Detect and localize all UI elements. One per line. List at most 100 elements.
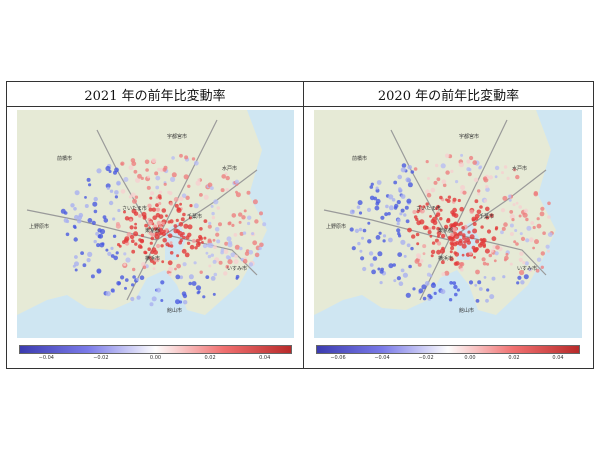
data-point [70,203,75,208]
data-point [490,249,494,253]
data-point [84,204,89,208]
data-point [465,237,470,243]
data-point [224,172,228,176]
data-point [170,176,176,182]
data-point [188,281,192,286]
data-point [134,222,137,226]
data-point [513,240,517,244]
data-point [547,249,550,253]
data-point [375,188,380,193]
data-point [130,192,136,198]
data-point [158,190,163,194]
data-point [110,246,114,250]
data-point [509,214,515,220]
data-point [449,281,453,285]
data-point [165,214,168,218]
data-point [504,255,509,261]
data-point [375,235,381,240]
data-point [472,160,477,165]
colorbar-tick: 0.02 [508,355,520,361]
data-point [422,244,427,249]
data-point [536,217,540,221]
data-point [431,241,436,245]
data-point [182,262,187,267]
data-point [450,169,454,173]
data-point [435,212,441,217]
data-point [205,275,210,279]
data-point [393,180,398,185]
data-point [218,222,222,227]
data-point [160,280,165,285]
data-point [234,179,239,184]
data-point [191,157,196,161]
data-point [477,189,481,193]
data-point [400,268,405,273]
data-point [258,246,262,251]
data-point [379,281,383,285]
data-point [494,227,498,231]
data-point [182,293,188,299]
data-point [188,216,192,220]
data-point [150,191,155,196]
data-point [216,206,221,210]
data-point [433,180,438,185]
data-point [242,231,247,235]
data-point [473,256,476,259]
data-point [151,296,157,302]
data-point [238,212,243,217]
data-point [221,174,226,179]
data-point [156,243,161,249]
map-label: 千葉市 [479,213,494,220]
data-point [230,252,236,258]
data-point [522,212,528,218]
data-point [536,223,542,229]
data-point [536,257,542,262]
data-point [462,190,467,195]
data-point [436,226,441,231]
data-point [63,218,69,223]
panel-2021: 2021 年の前年比変動率 前橋市 宇都宮市 水戸市 [7,82,304,368]
data-point [228,240,233,245]
data-point [373,196,378,201]
data-point [134,242,138,246]
data-point [125,278,129,282]
data-point [514,229,518,232]
data-point [416,220,422,226]
data-point [136,278,140,281]
data-point [407,182,413,188]
data-point [210,204,214,208]
data-point [388,205,394,211]
data-point [469,155,474,161]
data-point [185,195,190,200]
data-point [468,280,474,285]
data-point [188,274,194,280]
data-point [431,225,436,230]
data-point [507,194,512,199]
data-point [489,213,494,218]
data-point [452,242,458,247]
data-point [460,185,466,190]
data-point [108,170,112,173]
data-point [248,250,254,255]
data-point [479,205,483,209]
data-point [482,261,487,266]
data-point [156,287,162,293]
data-point [472,228,478,234]
data-point [212,259,217,264]
data-point [515,201,519,205]
data-point [398,188,403,193]
data-point [460,267,464,272]
colorbar-tick: 0.02 [204,355,216,361]
land-area [17,110,267,315]
data-point [424,281,430,286]
data-points-2021 [60,153,267,307]
data-point [429,234,433,238]
map-labels-2020: 前橋市 宇都宮市 水戸市 さいたま市 千葉市 東京都 横浜市 上野原市 いすみ市… [326,133,537,314]
colorbar-ticks-2020: −0.06 −0.04 −0.02 0.00 0.02 0.04 [316,355,580,365]
data-point [105,165,111,172]
data-point [106,186,110,190]
data-point [503,165,508,169]
data-point [165,242,170,247]
data-point [449,256,454,262]
data-point [400,239,406,245]
